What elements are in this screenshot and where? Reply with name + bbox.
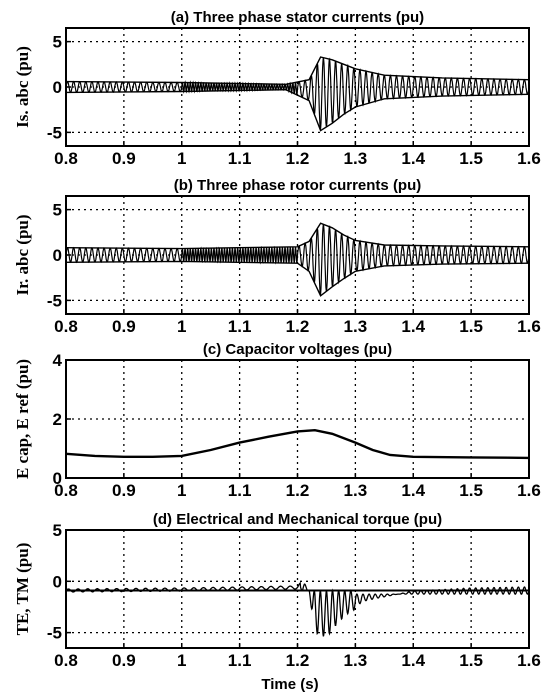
panel-title: (b) Three phase rotor currents (pu) xyxy=(174,177,422,194)
x-tick-label: 1.2 xyxy=(286,149,310,168)
y-tick-label: 0 xyxy=(53,572,62,591)
x-tick-label: 1 xyxy=(177,481,186,500)
x-tick-label: 0.9 xyxy=(112,651,136,670)
y-tick-label: 5 xyxy=(53,521,62,540)
panel-3: (c) Capacitor voltages (pu) 0.8 0.9 1 1.1 1.2… xyxy=(13,341,541,500)
x-axis-label: Time (s) xyxy=(261,676,318,692)
panel-title: (c) Capacitor voltages (pu) xyxy=(203,341,392,358)
x-tick-label: 1.1 xyxy=(228,651,252,670)
x-tick-label: 1.6 xyxy=(517,481,541,500)
series-envelope xyxy=(66,56,529,86)
x-tick-label: 0.8 xyxy=(54,481,78,500)
x-tick-label: 1.5 xyxy=(459,317,483,336)
series-group xyxy=(66,581,529,637)
y-tick-label: 5 xyxy=(53,201,62,220)
x-tick-label: 1.4 xyxy=(401,317,425,336)
y-axis-label: TE, TM (pu) xyxy=(13,543,32,636)
x-tick-label: 1.1 xyxy=(228,149,252,168)
x-tick-label: 1.4 xyxy=(401,481,425,500)
panel-1: (a) Three phase stator currents (pu) 0.8 0… xyxy=(13,9,541,168)
x-tick-label: 1.3 xyxy=(344,481,368,500)
x-tick-label: 1.4 xyxy=(401,149,425,168)
x-tick-label: 1 xyxy=(177,651,186,670)
x-tick-label: 0.8 xyxy=(54,651,78,670)
y-tick-label: 0 xyxy=(53,78,62,97)
x-tick-label: 0.8 xyxy=(54,317,78,336)
x-tick-label: 1.1 xyxy=(228,317,252,336)
series-group xyxy=(66,428,529,460)
y-tick-label: -5 xyxy=(47,291,62,310)
x-tick-label: 0.8 xyxy=(54,149,78,168)
series-line xyxy=(66,224,529,296)
x-tick-label: 1 xyxy=(177,149,186,168)
x-tick-label: 1.2 xyxy=(286,481,310,500)
x-tick-label: 0.9 xyxy=(112,317,136,336)
series-envelope xyxy=(66,222,529,250)
x-tick-label: 1.2 xyxy=(286,317,310,336)
y-tick-label: -5 xyxy=(47,123,62,142)
series-group xyxy=(66,222,529,297)
y-axis-label: Is. abc (pu) xyxy=(13,46,32,128)
x-tick-label: 0.9 xyxy=(112,149,136,168)
x-tick-label: 1.1 xyxy=(228,481,252,500)
series-envelope xyxy=(66,88,529,132)
series-group xyxy=(66,56,529,132)
y-axis-label: E cap, E ref (pu) xyxy=(13,359,32,479)
panel-4: (d) Electrical and Mechanical torque (pu… xyxy=(13,511,541,670)
x-tick-label: 0.9 xyxy=(112,481,136,500)
x-tick-label: 1 xyxy=(177,317,186,336)
y-tick-label: -5 xyxy=(47,624,62,643)
x-tick-label: 1.5 xyxy=(459,149,483,168)
panel-2: (b) Three phase rotor currents (pu) 0.8 0.… xyxy=(13,177,541,336)
series-line xyxy=(66,428,529,460)
y-tick-label: 0 xyxy=(53,246,62,265)
x-tick-label: 1.6 xyxy=(517,651,541,670)
x-tick-label: 1.5 xyxy=(459,481,483,500)
panel-title: (a) Three phase stator currents (pu) xyxy=(171,9,424,26)
x-tick-label: 1.3 xyxy=(344,149,368,168)
y-axis-label: Ir. abc (pu) xyxy=(13,214,32,295)
y-tick-label: 2 xyxy=(53,410,62,429)
plot-frame xyxy=(65,359,530,479)
panel-title: (d) Electrical and Mechanical torque (pu… xyxy=(153,511,442,528)
x-tick-label: 1.2 xyxy=(286,651,310,670)
x-tick-label: 1.3 xyxy=(344,317,368,336)
x-tick-label: 1.6 xyxy=(517,317,541,336)
x-tick-label: 1.6 xyxy=(517,149,541,168)
x-tick-label: 1.3 xyxy=(344,651,368,670)
x-tick-label: 1.4 xyxy=(401,651,425,670)
y-tick-label: 0 xyxy=(53,469,62,488)
y-tick-label: 4 xyxy=(53,351,63,370)
y-tick-label: 5 xyxy=(53,33,62,52)
x-tick-label: 1.5 xyxy=(459,651,483,670)
series-envelope xyxy=(66,260,529,297)
